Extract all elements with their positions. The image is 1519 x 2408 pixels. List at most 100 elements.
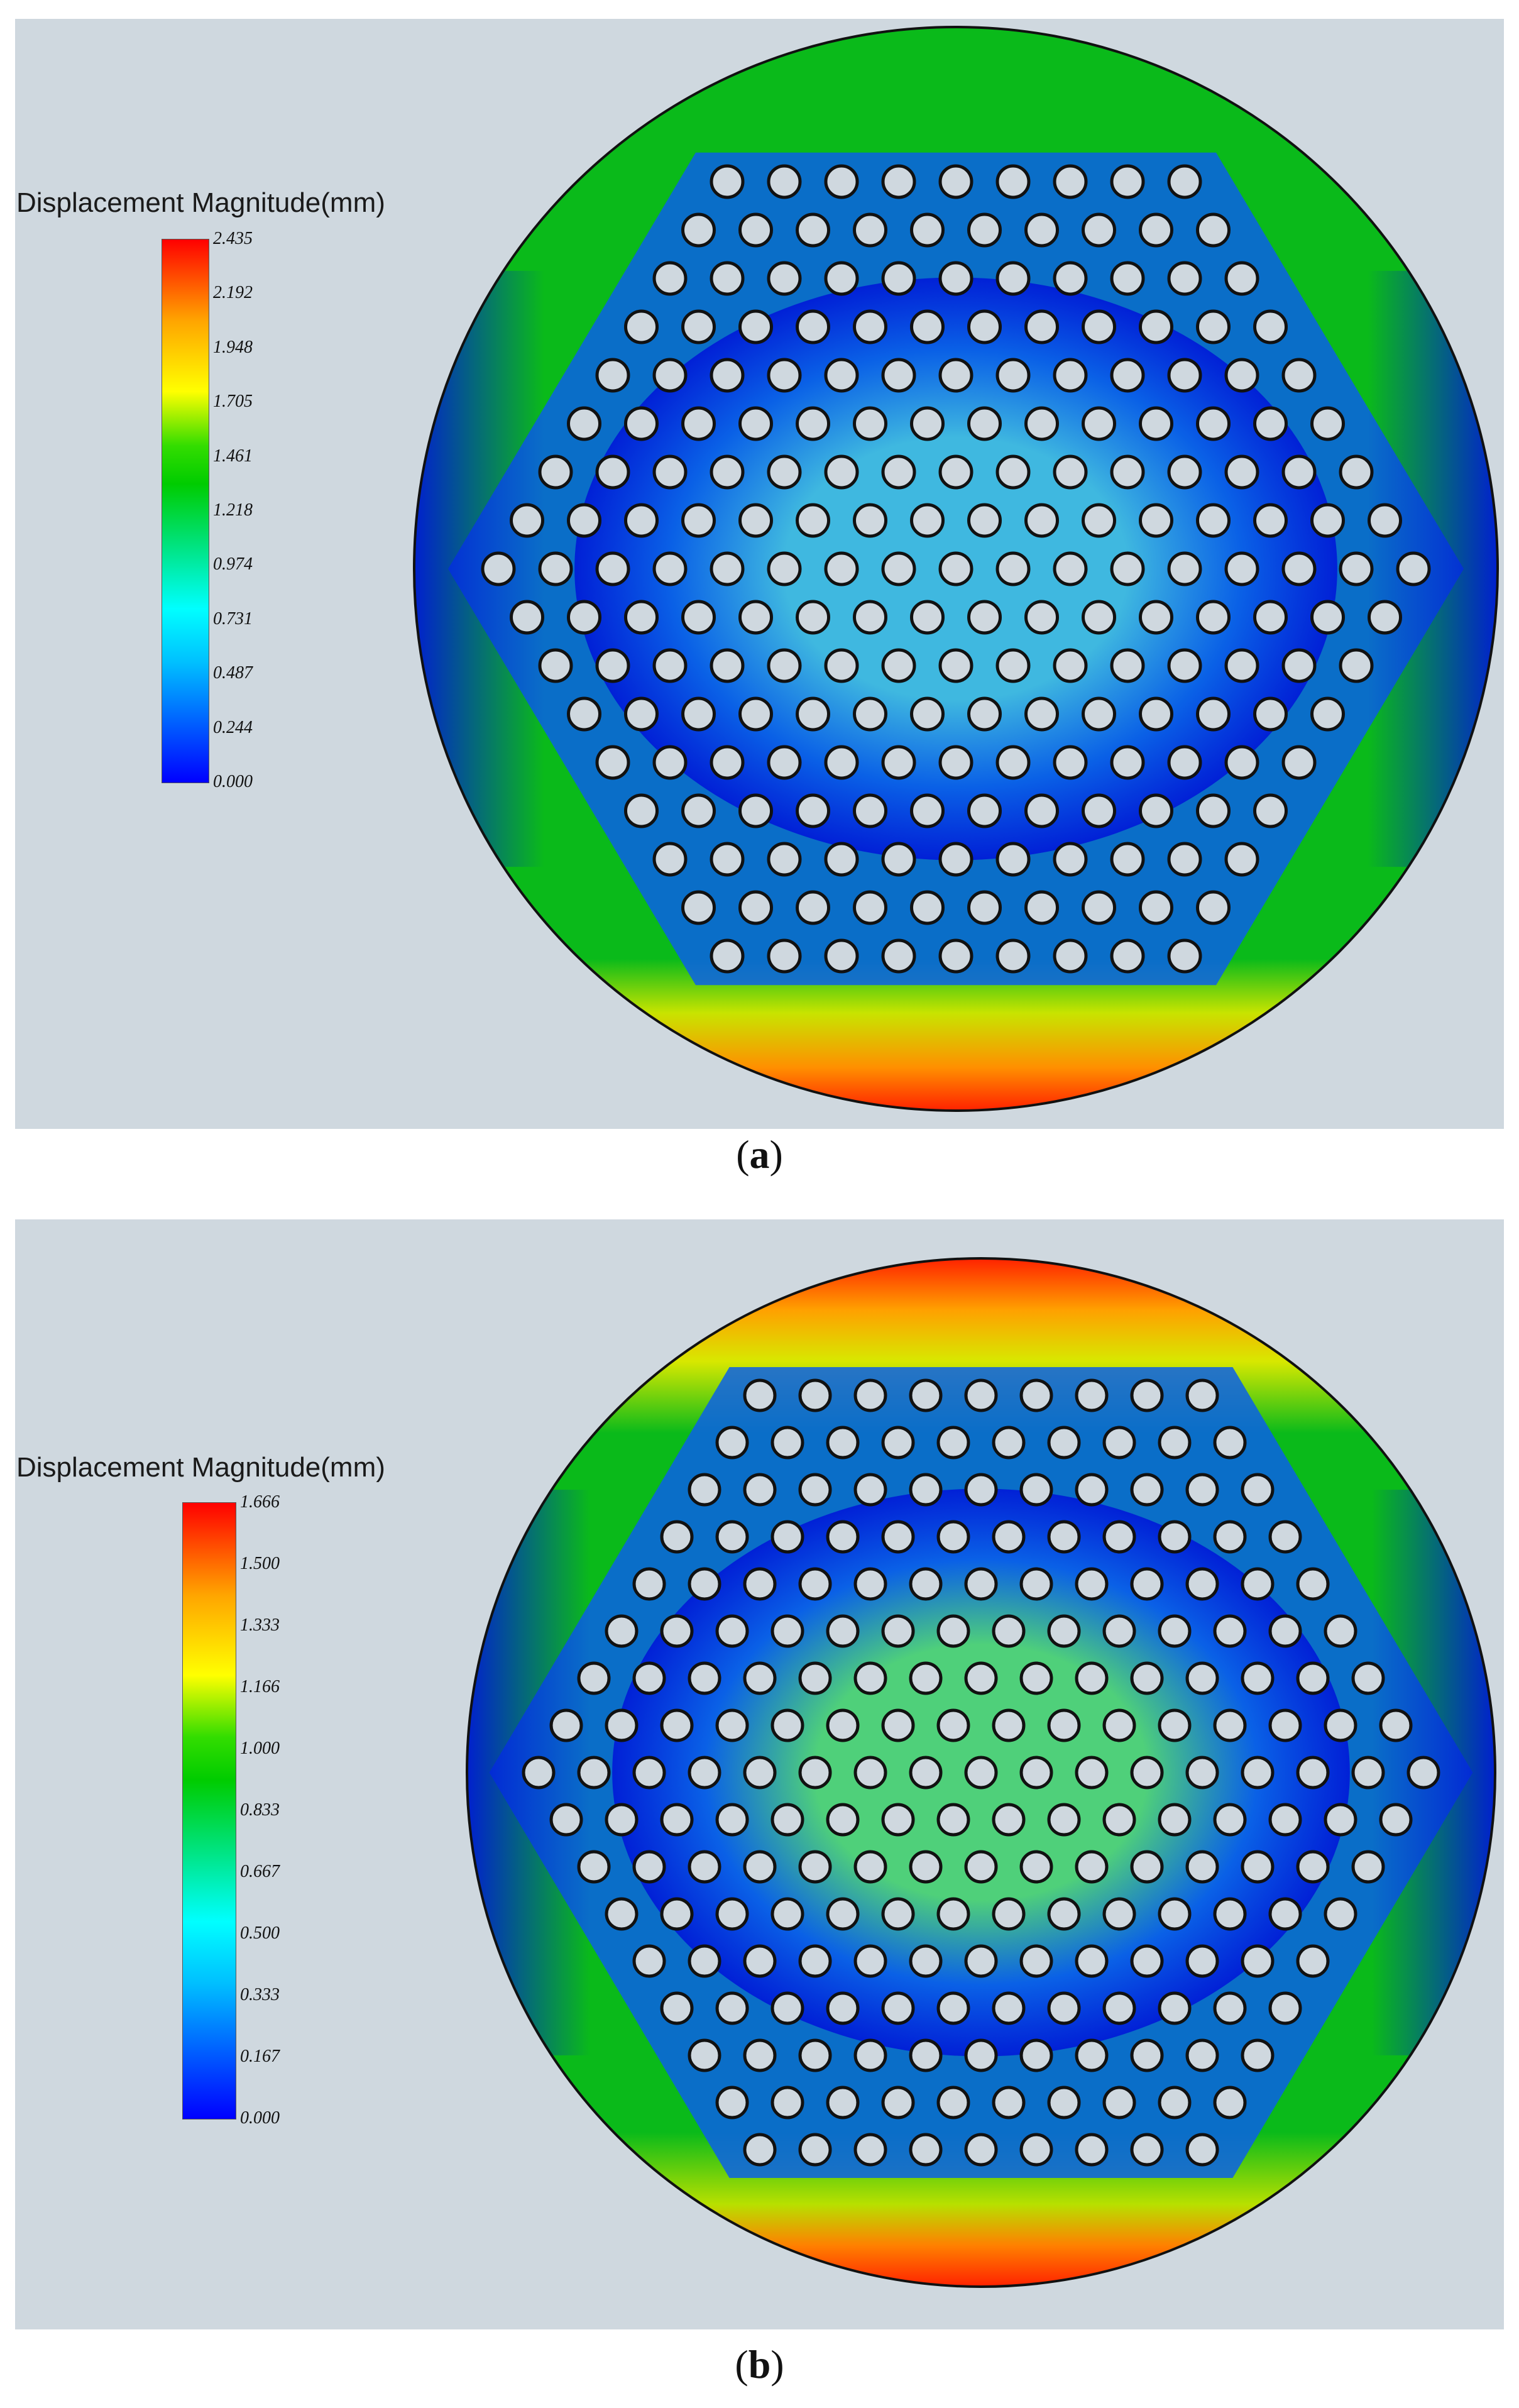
tube-hole <box>595 454 630 490</box>
colorbar-tick-label: 0.500 <box>240 1923 280 1943</box>
tube-hole <box>1158 1991 1192 2025</box>
tube-hole <box>798 1567 832 1601</box>
tube-hole <box>1167 551 1202 586</box>
tube-hole <box>510 503 544 538</box>
tube-sheet-outline <box>466 1257 1496 2288</box>
tube-hole <box>1110 358 1145 393</box>
tube-hole <box>770 2086 804 2119</box>
tube-hole <box>964 1756 998 1790</box>
tube-hole <box>995 358 1031 393</box>
tube-hole <box>1019 2038 1053 2072</box>
tube-hole <box>992 1991 1026 2025</box>
tube-hole <box>1024 309 1059 344</box>
tube-hole <box>1310 600 1345 635</box>
tube-hole <box>992 2086 1026 2119</box>
tube-hole <box>964 1850 998 1884</box>
tube-hole <box>1158 1520 1192 1554</box>
tube-hole <box>1281 745 1317 780</box>
tube-hole <box>1075 1850 1109 1884</box>
tube-hole <box>1241 1756 1275 1790</box>
tube-hole <box>964 1473 998 1507</box>
tube-hole <box>1185 2038 1219 2072</box>
tube-hole <box>660 1897 694 1931</box>
colorbar-tick-label: 1.461 <box>213 446 253 466</box>
tube-hole <box>1241 1944 1275 1978</box>
tube-hole <box>798 1944 832 1978</box>
tube-hole <box>936 1803 970 1837</box>
tube-hole <box>881 745 916 780</box>
tube-hole <box>1110 454 1145 490</box>
tube-hole <box>1024 890 1059 925</box>
tube-hole <box>1130 2038 1164 2072</box>
tube-hole <box>738 309 773 344</box>
tube-hole <box>660 1614 694 1648</box>
tube-hole <box>1241 1661 1275 1695</box>
tube-hole <box>1019 1567 1053 1601</box>
tube-hole <box>595 358 630 393</box>
tube-hole <box>652 551 688 586</box>
tube-hole <box>1130 1378 1164 1412</box>
tube-hole <box>522 1756 556 1790</box>
tube-hole <box>853 1567 887 1601</box>
tube-hole <box>710 551 745 586</box>
tube-hole <box>1396 551 1431 586</box>
tube-hole <box>767 551 802 586</box>
tube-hole <box>567 503 601 538</box>
tube-hole <box>688 1567 721 1601</box>
tube-hole <box>938 261 973 296</box>
tube-hole <box>1047 2086 1081 2119</box>
tube-hole <box>881 842 916 877</box>
tube-hole <box>967 503 1002 538</box>
tube-hole <box>1110 938 1145 974</box>
tube-hole <box>1185 1473 1219 1507</box>
tube-hole <box>1185 1756 1219 1790</box>
tube-hole <box>681 406 716 441</box>
tube-hole <box>1024 212 1059 248</box>
tube-hole <box>710 358 745 393</box>
tube-hole <box>1185 2133 1219 2167</box>
tube-hole <box>710 842 745 877</box>
tube-hole <box>770 1897 804 1931</box>
tube-hole <box>1351 1756 1385 1790</box>
tube-hole <box>1281 358 1317 393</box>
tube-hole <box>881 1991 915 2025</box>
tube-hole <box>1196 600 1231 635</box>
tube-hole <box>1368 600 1402 635</box>
tube-hole <box>743 1567 777 1601</box>
tube-hole <box>681 309 716 344</box>
tube-hole <box>1185 1944 1219 1978</box>
tube-hole <box>1102 1614 1136 1648</box>
tube-hole <box>1268 1897 1302 1931</box>
tube-hole <box>710 454 745 490</box>
tube-hole <box>1224 745 1259 780</box>
tube-hole <box>881 164 916 199</box>
tube-hole <box>710 164 745 199</box>
tube-hole <box>1224 454 1259 490</box>
colorbar-tick-label: 1.000 <box>240 1739 280 1758</box>
tube-hole <box>1196 696 1231 732</box>
legend-title: Displacement Magnitude(mm) <box>16 1452 385 1483</box>
tube-hole <box>1167 358 1202 393</box>
tube-hole <box>1379 1708 1413 1742</box>
tube-sheet-outline <box>413 26 1499 1112</box>
tube-hole <box>936 2086 970 2119</box>
tube-hole <box>743 1850 777 1884</box>
tube-hole <box>1324 1614 1357 1648</box>
tube-hole <box>1158 1426 1192 1460</box>
tube-hole <box>715 1520 749 1554</box>
tube-hole <box>652 358 688 393</box>
tube-hole <box>688 1944 721 1978</box>
tube-hole <box>1185 1567 1219 1601</box>
tube-hole <box>624 600 659 635</box>
tube-hole <box>1019 1378 1053 1412</box>
tube-hole <box>1213 1614 1247 1648</box>
tube-hole <box>624 696 659 732</box>
tube-hole <box>688 1850 721 1884</box>
tube-hole <box>1253 406 1288 441</box>
tube-hole <box>1075 1661 1109 1695</box>
tube-hole <box>938 842 973 877</box>
tube-hole <box>1213 1803 1247 1837</box>
tube-hole <box>1047 1614 1081 1648</box>
tube-hole <box>1213 1991 1247 2025</box>
tube-hole <box>1379 1803 1413 1837</box>
